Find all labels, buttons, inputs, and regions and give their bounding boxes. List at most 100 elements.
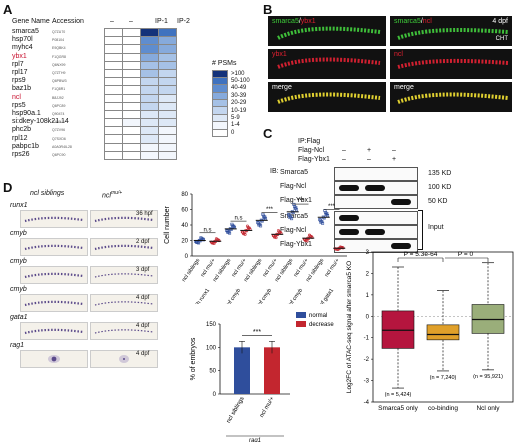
heatmap-cell — [122, 93, 141, 103]
gene-name-header: Gene Name — [12, 18, 50, 25]
y-tick-label: 3 — [366, 250, 370, 256]
heatmap-cell — [158, 68, 177, 79]
micrograph-merge-right: merge — [390, 82, 512, 112]
panel-b: smarca5/ybx1 ybx1 merge smarca5/ncl 4 dp… — [268, 16, 518, 124]
gene-name: hsp90a.1 — [12, 110, 41, 118]
ib-label: IB: — [270, 168, 279, 175]
panel-label-b: B — [263, 2, 273, 17]
ybx1-label: ybx1 — [300, 18, 316, 25]
accession-id: F1QGR8 — [52, 54, 67, 59]
heatmap-row — [104, 109, 177, 120]
heatmap-cell — [104, 36, 123, 46]
blot-row-label: Flag-Ncl — [280, 227, 307, 234]
x-tick-label: Ncl only — [476, 405, 500, 412]
heatmap-cell — [104, 60, 123, 70]
accession-id: Q6PC89 — [52, 103, 66, 108]
blot-band — [391, 199, 411, 205]
blot-row — [334, 195, 418, 209]
data-point — [340, 246, 344, 250]
blot-row — [334, 225, 418, 239]
data-point — [325, 212, 329, 216]
gene-name: ncl — [12, 93, 21, 101]
heatmap-row — [104, 126, 177, 136]
group-label: 4 dpf gata1 — [314, 288, 335, 304]
heatmap-cell — [140, 109, 159, 120]
heatmap-row — [104, 60, 177, 70]
data-point — [217, 239, 221, 243]
gene-name: hsp70l — [12, 36, 33, 44]
accession-id: Q7ZU70 — [52, 30, 66, 34]
y-tick-label: -2 — [364, 357, 370, 363]
group-label: rag1 — [249, 438, 261, 442]
input-label: Input — [428, 224, 444, 231]
legend-label: 30-39 — [231, 92, 247, 99]
heatmap-cell — [104, 77, 123, 87]
heatmap-cell — [140, 126, 159, 136]
heatmap-cell — [122, 101, 141, 111]
accession-id: B8JJ92 — [52, 95, 64, 100]
ybx1-mark-3: + — [392, 156, 397, 163]
heatmap-cell — [122, 150, 141, 161]
gene-name: rpl12 — [12, 134, 28, 142]
data-point — [320, 219, 324, 223]
stage-label: 2 dpf — [136, 239, 150, 245]
heatmap-cell — [122, 44, 141, 54]
significance-label: n.s — [203, 227, 211, 233]
col-label-ncl-text: ncl — [102, 192, 111, 200]
heatmap-cell — [122, 68, 141, 79]
heatmap-cell — [158, 52, 177, 62]
y-tick-label: 40 — [181, 223, 188, 229]
probe-label: cmyb — [10, 230, 27, 237]
legend-entry: 0 — [212, 128, 250, 138]
accession-id: Q90474 — [52, 112, 65, 117]
gene-name: smarca5 — [12, 28, 39, 35]
heatmap-row — [104, 118, 177, 128]
heatmap-cell — [140, 27, 159, 38]
panel-d-images: ncl siblings nclmu/+ runx1 36 hpf cmyb 2 dp… — [10, 188, 160, 443]
heatmap-row — [104, 85, 177, 95]
smarca5-label: smarca5 — [272, 18, 299, 25]
blot-band — [365, 229, 385, 235]
heatmap-cell — [158, 118, 177, 128]
y-tick-label: 50 — [209, 369, 216, 375]
embryo-image — [90, 350, 158, 368]
heatmap-row — [104, 44, 177, 54]
box — [426, 324, 460, 341]
probe-label: runx1 — [10, 202, 28, 209]
ybx1-mark-1: – — [342, 156, 346, 163]
y-tick-label: 20 — [181, 239, 188, 245]
heatmap-cell — [122, 36, 141, 46]
heatmap-cell — [104, 118, 123, 128]
accession-id: F1R9L9 — [52, 120, 65, 125]
accession-id: Q7ZV96 — [52, 128, 66, 133]
data-point — [288, 216, 292, 220]
smarca5-label-right: smarca5 — [394, 18, 421, 25]
heatmap-cell — [104, 126, 123, 136]
y-tick-label: 0 — [185, 254, 189, 260]
accession-id: E9QBK4 — [52, 46, 66, 51]
heatmap-row — [104, 142, 177, 152]
data-point — [241, 232, 245, 236]
data-point — [259, 224, 263, 228]
stage-label: 4 dpf — [136, 295, 150, 301]
data-point — [303, 238, 307, 242]
stage-label: 3 dpf — [136, 267, 150, 273]
x-tick-label: ncl mu/+ — [259, 396, 276, 419]
heatmap-cell — [122, 126, 141, 136]
heatmap-cell — [104, 44, 123, 54]
col-header-2: – — [129, 18, 133, 25]
data-point — [305, 239, 309, 243]
heatmap-cell — [122, 85, 141, 95]
heatmap-cell — [158, 44, 177, 54]
embryo-image — [20, 350, 88, 368]
data-point — [231, 225, 235, 229]
heatmap-cell — [122, 60, 141, 70]
heatmap-row — [104, 52, 177, 62]
significance-label: *** — [253, 329, 261, 336]
gene-name: rps5 — [12, 101, 26, 109]
micrograph-merge-label-left: smarca5/ybx1 — [268, 16, 386, 46]
heatmap-cell — [122, 118, 141, 128]
probe-label: cmyb — [10, 258, 27, 265]
n-label: (n = 95,921) — [473, 374, 503, 380]
heatmap-cell — [140, 134, 159, 144]
